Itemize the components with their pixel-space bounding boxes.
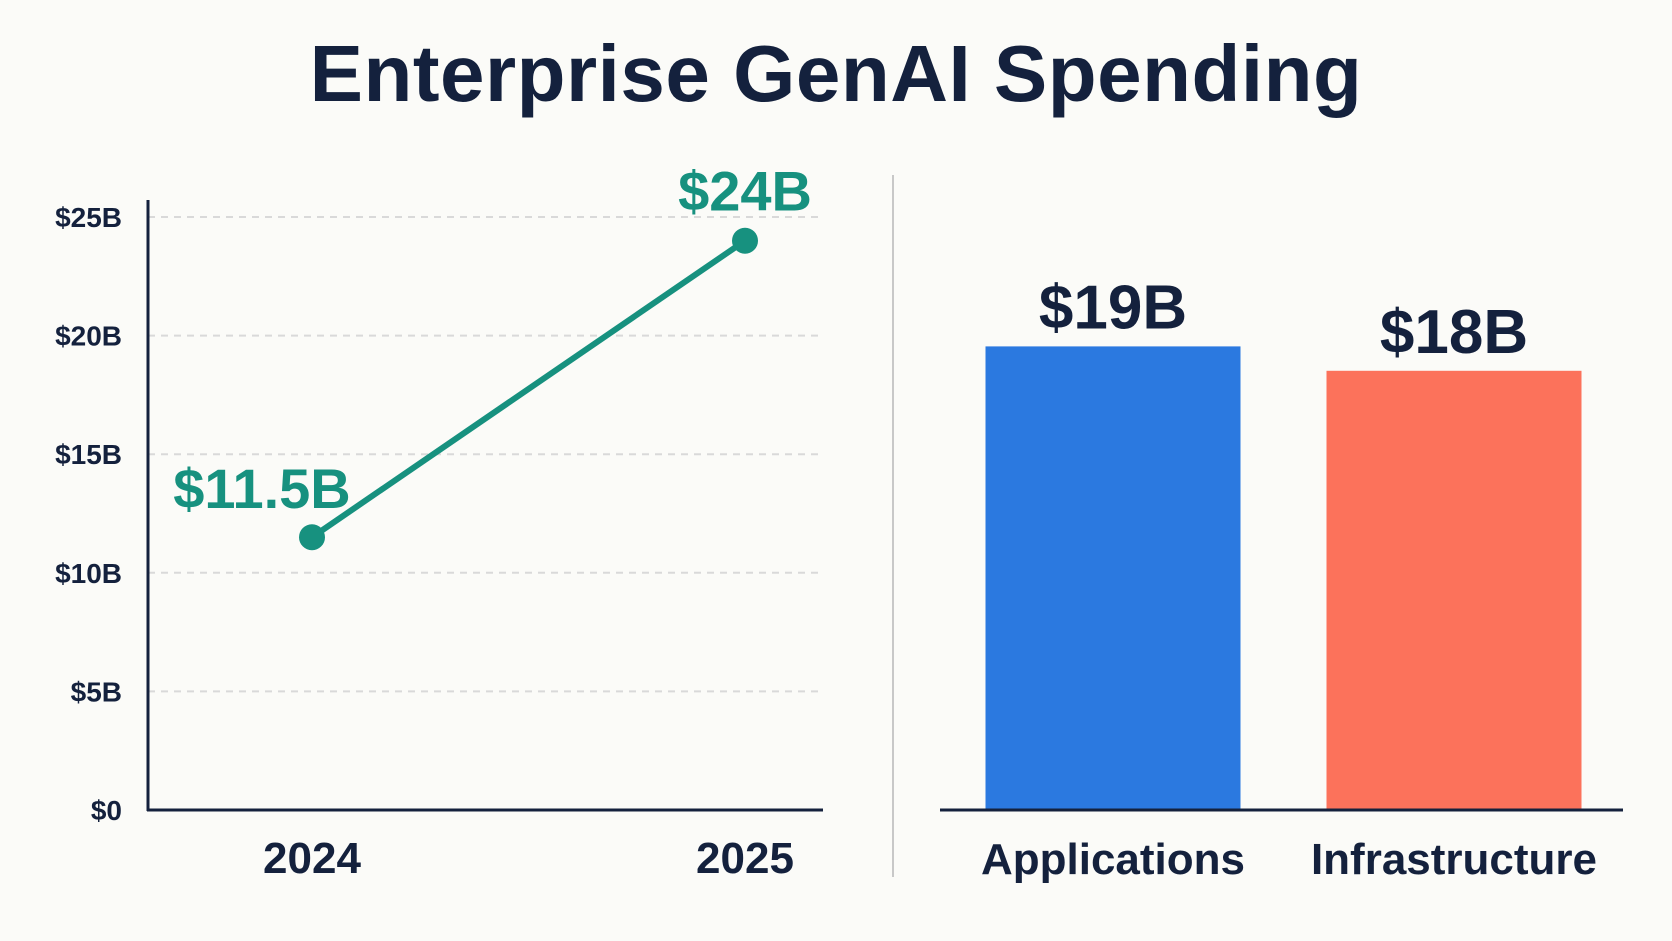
bar [1326,370,1582,810]
y-tick-label: $20B [55,321,122,352]
bar-chart-panel: $19B Applications $18B Infrastructure [940,273,1623,884]
series-line [309,237,748,541]
x-tick-label: 2024 [263,834,361,883]
line-chart-panel: $0 $5B $10B $15B $20B $25B 2024 2025 $11.5B $24B [55,160,823,883]
x-tick-label: Applications [981,835,1245,884]
data-label: $24B [678,160,812,223]
data-point [299,524,325,551]
bar [985,346,1241,810]
x-tick-label: Infrastructure [1311,835,1597,884]
x-tick-label: 2025 [696,834,794,883]
chart-title: Enterprise GenAI Spending [309,29,1363,118]
y-tick-label: $15B [55,439,122,470]
y-tick-label: $5B [71,676,122,707]
data-point [732,227,758,254]
data-label: $19B [1039,273,1187,342]
data-label: $18B [1380,298,1528,367]
data-label: $11.5B [173,457,351,520]
y-tick-label: $0 [91,795,122,826]
y-tick-label: $25B [55,202,122,233]
y-tick-label: $10B [55,558,122,589]
